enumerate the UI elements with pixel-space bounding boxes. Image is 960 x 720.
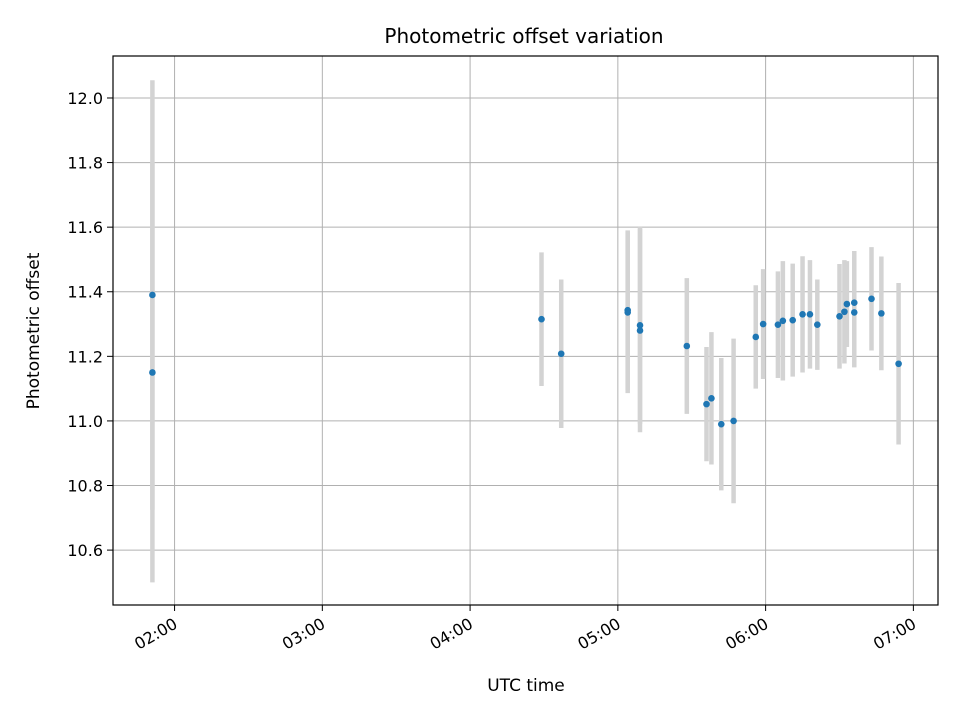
y-tick-label: 11.6 xyxy=(67,218,103,237)
data-point xyxy=(868,295,875,303)
data-point xyxy=(774,321,782,328)
data-point xyxy=(636,327,644,334)
data-point xyxy=(836,312,843,320)
y-axis: 10.6 10.8 11.0 11.2 11.4 11.6 11.8 12.0 xyxy=(67,89,113,560)
data-point xyxy=(557,350,565,358)
data-point xyxy=(789,316,797,324)
data-point xyxy=(878,310,885,317)
data-point xyxy=(752,333,760,341)
data-point xyxy=(624,309,632,316)
data-point xyxy=(636,322,644,329)
data-point xyxy=(149,369,156,376)
data-point xyxy=(730,417,737,425)
y-tick-label: 11.4 xyxy=(67,283,103,302)
data-points xyxy=(149,291,902,428)
data-point xyxy=(538,315,545,323)
y-tick-label: 12.0 xyxy=(67,89,103,108)
data-point xyxy=(717,420,725,428)
data-point xyxy=(708,395,715,402)
data-point xyxy=(799,311,806,318)
y-tick-label: 11.2 xyxy=(67,347,103,366)
y-tick-label: 10.6 xyxy=(67,541,103,560)
data-point xyxy=(843,300,851,308)
y-tick-label: 11.8 xyxy=(67,154,103,173)
plot-frame xyxy=(112,55,939,606)
data-point xyxy=(814,321,821,328)
x-axis-label: UTC time xyxy=(487,676,565,696)
data-point xyxy=(779,317,787,325)
data-point xyxy=(895,360,902,368)
chart-title: Photometric offset variation xyxy=(384,24,663,48)
y-axis-label: Photometric offset xyxy=(24,252,44,409)
data-point xyxy=(841,308,848,316)
data-point xyxy=(703,400,710,408)
y-tick-label: 10.8 xyxy=(67,477,103,496)
data-point xyxy=(759,320,767,328)
data-point xyxy=(850,299,858,307)
data-point xyxy=(683,342,691,350)
data-point xyxy=(850,309,858,316)
data-point xyxy=(806,311,814,318)
data-point xyxy=(149,291,156,299)
y-tick-label: 11.0 xyxy=(67,412,103,431)
